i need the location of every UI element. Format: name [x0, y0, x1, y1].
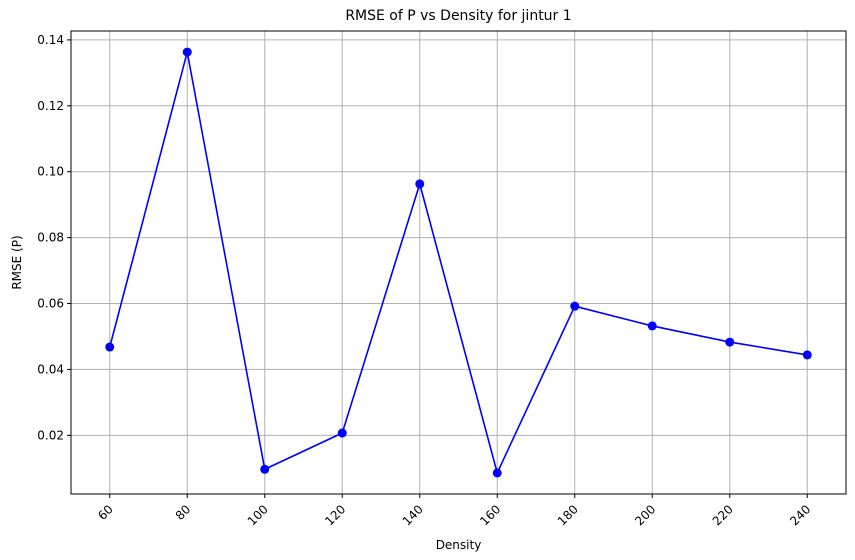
y-tick-label: 0.02: [37, 428, 64, 442]
data-point: [182, 47, 192, 57]
x-tick-label: 220: [710, 502, 736, 528]
data-point: [725, 337, 735, 347]
y-axis-label: RMSE (P): [10, 235, 24, 289]
data-point: [415, 179, 425, 189]
y-tick-label: 0.14: [37, 33, 64, 47]
x-tick-label: 80: [173, 502, 194, 523]
y-tick-label: 0.04: [37, 362, 64, 376]
x-tick-label: 120: [322, 502, 348, 528]
x-tick-label: 180: [555, 502, 581, 528]
data-point: [570, 301, 580, 311]
y-tick-label: 0.12: [37, 99, 64, 113]
x-axis-label: Density: [436, 538, 482, 552]
x-tick-label: 160: [477, 502, 503, 528]
data-point: [492, 468, 502, 478]
data-point: [105, 342, 115, 352]
x-tick-label: 60: [95, 502, 116, 523]
plot-frame: [70, 30, 847, 495]
chart-title: RMSE of P vs Density for jintur 1: [345, 8, 571, 24]
data-point: [260, 464, 270, 474]
data-point: [647, 321, 657, 331]
grid-lines: [71, 31, 846, 494]
y-tick-label: 0.10: [37, 165, 64, 179]
data-point: [337, 428, 347, 438]
x-axis-ticks: 60 80 100 120 140 160 180 200 220 240: [95, 494, 813, 528]
x-tick-label: 240: [787, 502, 813, 528]
data-point: [802, 350, 812, 360]
series-group: [105, 47, 812, 478]
series-line: [108, 51, 808, 476]
y-tick-label: 0.08: [37, 231, 64, 245]
y-axis-ticks: 0.02 0.04 0.06 0.08 0.10 0.12 0.14: [37, 33, 71, 442]
x-tick-label: 100: [245, 502, 271, 528]
x-tick-label: 200: [632, 502, 658, 528]
y-tick-label: 0.06: [37, 297, 64, 311]
x-tick-label: 140: [400, 502, 426, 528]
